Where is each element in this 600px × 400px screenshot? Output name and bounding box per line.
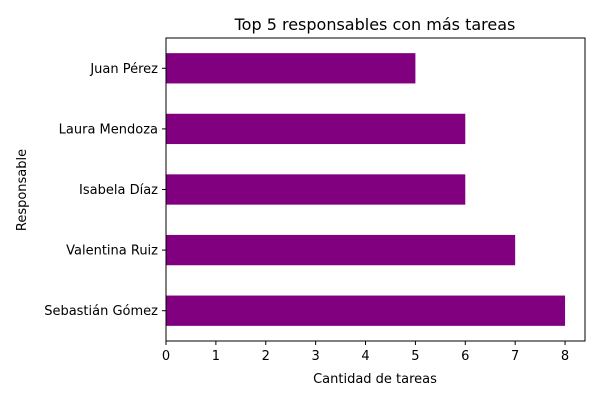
x-tick-label: 7: [511, 349, 519, 364]
y-tick-label: Valentina Ruiz: [66, 244, 158, 259]
y-tick-label: Isabela Díaz: [79, 183, 158, 198]
bar: [166, 53, 416, 84]
x-tick-label: 0: [162, 349, 170, 364]
x-tick-label: 8: [561, 349, 569, 364]
y-tick-label: Sebastián Gómez: [44, 304, 158, 319]
x-tick-label: 4: [361, 349, 369, 364]
y-tick-label: Juan Pérez: [89, 62, 158, 77]
y-axis-label: Responsable: [15, 149, 30, 231]
x-tick-label: 1: [212, 349, 220, 364]
bar: [166, 295, 566, 326]
x-tick-label: 2: [262, 349, 270, 364]
x-tick-label: 6: [461, 349, 469, 364]
bar: [166, 234, 516, 266]
chart-title: Top 5 responsables con más tareas: [234, 15, 516, 34]
x-tick-label: 5: [411, 349, 419, 364]
y-tick-label: Laura Mendoza: [59, 122, 158, 137]
x-tick-label: 3: [312, 349, 320, 364]
bar: [166, 113, 466, 145]
bar: [166, 174, 466, 205]
x-axis-label: Cantidad de tareas: [313, 372, 437, 387]
